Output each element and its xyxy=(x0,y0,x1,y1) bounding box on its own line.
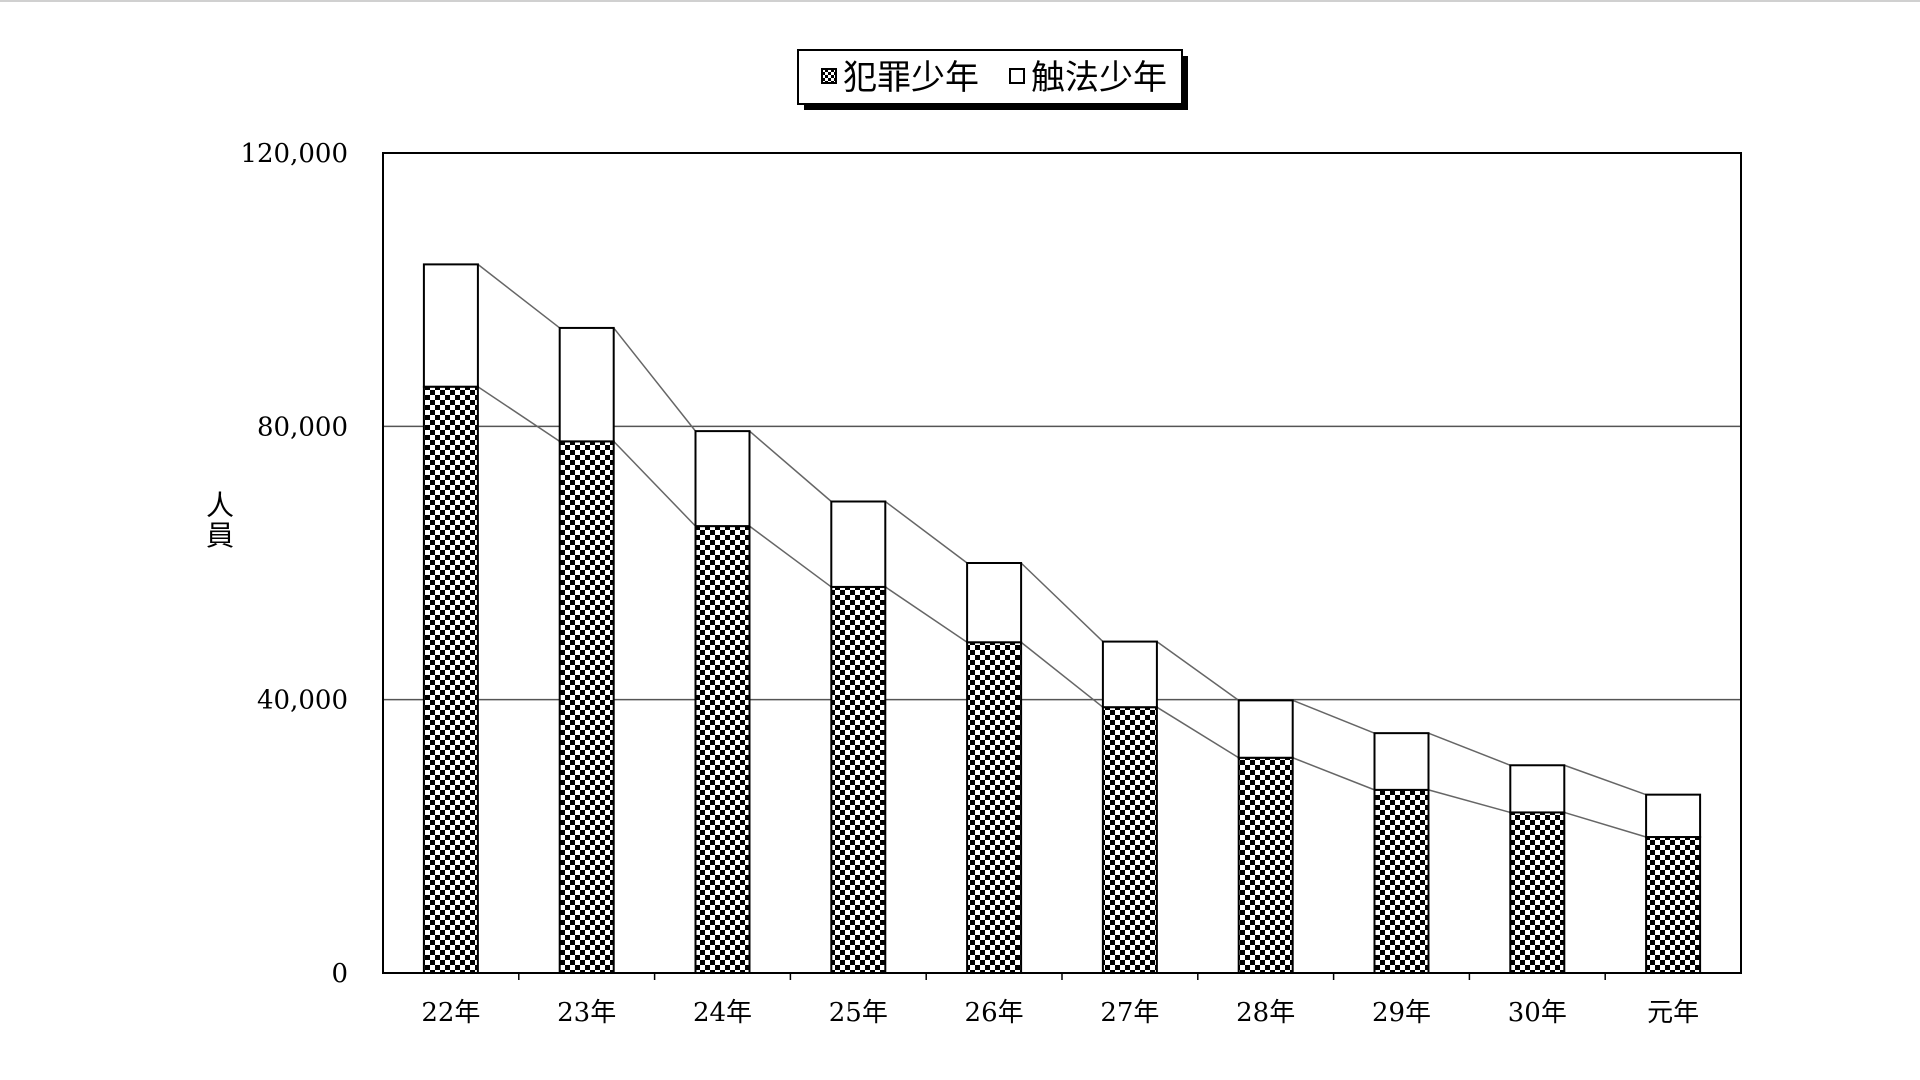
series-line-0-seg-8 xyxy=(1564,811,1647,838)
bar-series-1-9 xyxy=(1645,793,1702,839)
legend-box xyxy=(797,49,1183,105)
y-tick-label-3: 120,000 xyxy=(240,139,348,169)
series-line-1-seg-5 xyxy=(1156,640,1240,701)
bar-series-1-4 xyxy=(966,562,1023,644)
bar-series-0-1 xyxy=(558,440,615,975)
series-line-0-seg-3 xyxy=(884,586,968,643)
series-line-0-seg-0 xyxy=(477,386,561,442)
bar-series-1-1 xyxy=(558,326,615,443)
x-tick-label-9: 元年 xyxy=(1647,998,1699,1028)
bar-series-0-7 xyxy=(1373,788,1430,974)
legend-swatch-series-0 xyxy=(821,68,837,84)
bar-series-1-3 xyxy=(830,500,887,588)
legend-swatch-series-1 xyxy=(1009,68,1025,84)
series-line-0-seg-4 xyxy=(1020,641,1104,708)
series-line-0-seg-1 xyxy=(613,440,697,527)
top-rule xyxy=(0,0,1920,2)
bar-series-0-5 xyxy=(1101,706,1158,975)
x-tick-label-0: 22年 xyxy=(421,998,480,1028)
y-axis-label-char-0: 人 xyxy=(206,489,234,522)
series-line-1-seg-6 xyxy=(1292,699,1375,734)
axes xyxy=(382,152,1742,980)
bar-series-0-3 xyxy=(830,585,887,975)
y-tick-label-0: 0 xyxy=(331,959,348,989)
bar-series-0-6 xyxy=(1237,756,1294,974)
bar-series-1-6 xyxy=(1237,699,1294,759)
y-axis-label-char-1: 員 xyxy=(206,519,234,552)
y-tick-labels: 0 40,000 80,000 120,000 xyxy=(240,139,348,989)
bar-series-1-8 xyxy=(1509,764,1566,814)
series-line-1-seg-7 xyxy=(1428,732,1511,766)
series-line-1-seg-1 xyxy=(613,327,697,432)
series-line-0-seg-6 xyxy=(1292,757,1375,791)
y-tick-label-1: 40,000 xyxy=(257,686,348,716)
y-axis-label: 人員 xyxy=(206,489,234,552)
bar-series-1-7 xyxy=(1373,732,1430,791)
series-line-0-seg-2 xyxy=(749,525,832,588)
bar-series-1-5 xyxy=(1101,640,1158,709)
series-line-0-seg-7 xyxy=(1428,789,1511,814)
x-tick-label-5: 27年 xyxy=(1100,998,1159,1028)
x-tick-label-3: 25年 xyxy=(829,998,888,1028)
series-line-1-seg-2 xyxy=(749,430,832,503)
bar-series-0-0 xyxy=(422,385,479,974)
series-line-1-seg-3 xyxy=(884,500,968,564)
bar-series-0-2 xyxy=(694,525,751,974)
x-tick-labels: 22年 23年 24年 25年 26年 27年 28年 29年 30年 元年 xyxy=(421,998,1699,1028)
bar-series-0-4 xyxy=(966,641,1023,974)
legend-label-series-0: 犯罪少年 xyxy=(843,58,979,98)
bars xyxy=(422,263,1702,975)
series-line-1-seg-0 xyxy=(477,263,561,329)
y-tick-label-2: 80,000 xyxy=(257,412,348,442)
x-tick-label-4: 26年 xyxy=(965,998,1024,1028)
bar-series-0-8 xyxy=(1509,811,1566,975)
series-lines xyxy=(477,263,1647,838)
x-tick-label-6: 28年 xyxy=(1236,998,1295,1028)
y-axis-label-text: 人員 xyxy=(206,489,234,552)
x-tick-label-7: 29年 xyxy=(1372,998,1431,1028)
bar-series-0-9 xyxy=(1645,836,1702,974)
x-tick-label-1: 23年 xyxy=(557,998,616,1028)
bar-series-1-0 xyxy=(422,263,479,388)
series-line-1-seg-8 xyxy=(1564,764,1647,796)
series-line-1-seg-4 xyxy=(1020,562,1104,643)
x-tick-label-2: 24年 xyxy=(693,998,752,1028)
x-tick-label-8: 30年 xyxy=(1508,998,1567,1028)
series-line-0-seg-5 xyxy=(1156,706,1240,759)
legend-label-series-1: 触法少年 xyxy=(1031,58,1167,98)
bar-series-1-2 xyxy=(694,430,751,528)
legend: 犯罪少年 触法少年 xyxy=(797,49,1188,110)
